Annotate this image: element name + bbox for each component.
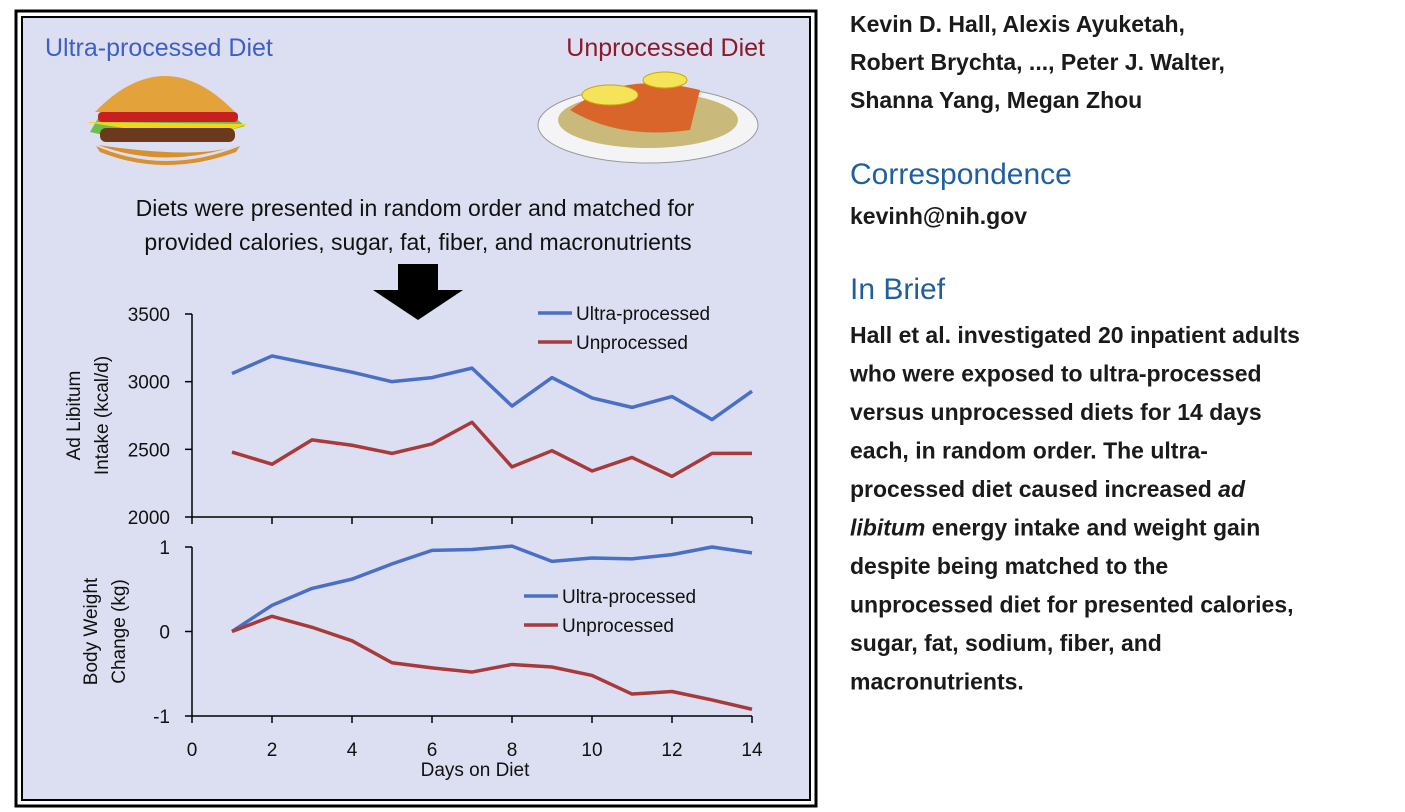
brief-line: despite being matched to the bbox=[850, 553, 1168, 579]
brief-line: processed diet caused increased ad bbox=[850, 476, 1246, 502]
y-axis-label: Change (kg) bbox=[109, 579, 130, 684]
author-line: Kevin D. Hall, Alexis Ayuketah, bbox=[850, 11, 1185, 37]
brief-text: macronutrients. bbox=[850, 669, 1024, 695]
y-tick-label: 0 bbox=[159, 623, 170, 644]
brief-text: who were exposed to ultra-processed bbox=[849, 361, 1262, 387]
brief-text: Hall et al. investigated 20 inpatient ad… bbox=[850, 322, 1300, 348]
author-line: Shanna Yang, Megan Zhou bbox=[850, 87, 1142, 113]
brief-text: despite being matched to the bbox=[850, 553, 1168, 579]
brief-text: energy intake and weight gain bbox=[925, 515, 1260, 541]
x-tick-label: 14 bbox=[741, 740, 763, 761]
x-axis-label: Days on Diet bbox=[421, 760, 530, 781]
email: kevinh@nih.gov bbox=[850, 203, 1027, 229]
brief-text: unprocessed diet for presented calories, bbox=[850, 592, 1294, 618]
series-line bbox=[231, 544, 753, 633]
x-tick-label: 4 bbox=[347, 740, 358, 761]
brief-text: libitum bbox=[850, 515, 925, 541]
brief-line: each, in random order. The ultra- bbox=[850, 438, 1208, 464]
brief-text: versus unprocessed diets for 14 days bbox=[850, 399, 1262, 425]
series-line bbox=[231, 354, 754, 422]
brief-line: macronutrients. bbox=[850, 669, 1024, 695]
burger-icon bbox=[85, 76, 248, 165]
y-tick-label: -1 bbox=[153, 707, 170, 728]
salmon-icon bbox=[537, 71, 759, 164]
brief-line: libitum energy intake and weight gain bbox=[850, 515, 1260, 541]
legend-label: Ultra-processed bbox=[562, 587, 696, 608]
caption-line: provided calories, sugar, fat, fiber, an… bbox=[144, 229, 691, 255]
left-label: Ultra-processed Diet bbox=[45, 34, 273, 62]
brief-line: Hall et al. investigated 20 inpatient ad… bbox=[850, 322, 1300, 348]
x-tick-label: 0 bbox=[187, 740, 198, 761]
y-tick-label: 2000 bbox=[128, 508, 170, 529]
y-axis-label: Body Weight bbox=[81, 577, 102, 685]
brief-text: processed diet caused increased bbox=[850, 476, 1218, 502]
y-tick-label: 1 bbox=[159, 538, 170, 559]
x-tick-label: 6 bbox=[427, 740, 438, 761]
brief-text: ad bbox=[1218, 476, 1246, 502]
legend-label: Unprocessed bbox=[562, 616, 674, 637]
author-line: Robert Brychta, ..., Peter J. Walter, bbox=[850, 49, 1225, 75]
y-tick-label: 3000 bbox=[128, 373, 170, 394]
series-line bbox=[231, 614, 753, 711]
brief-text: each, in random order. The ultra- bbox=[850, 438, 1208, 464]
y-tick-label: 3500 bbox=[128, 305, 170, 326]
brief-line: versus unprocessed diets for 14 days bbox=[850, 399, 1262, 425]
legend-label: Unprocessed bbox=[576, 333, 688, 354]
y-axis-label: Intake (kcal/d) bbox=[92, 356, 113, 475]
x-tick-label: 8 bbox=[507, 740, 518, 761]
y-axis-label: Ad Libitum bbox=[64, 371, 85, 461]
x-tick-label: 12 bbox=[661, 740, 682, 761]
brief-text: sugar, fat, sodium, fiber, and bbox=[850, 630, 1162, 656]
brief-line: who were exposed to ultra-processed bbox=[849, 361, 1262, 387]
legend-label: Ultra-processed bbox=[576, 304, 710, 325]
arrow bbox=[373, 264, 463, 320]
y-tick-label: 2500 bbox=[128, 440, 170, 461]
brief-line: sugar, fat, sodium, fiber, and bbox=[850, 630, 1162, 656]
section-heading: Correspondence bbox=[850, 158, 1072, 191]
caption-line: Diets were presented in random order and… bbox=[136, 195, 695, 221]
series-line bbox=[231, 420, 752, 479]
x-tick-label: 10 bbox=[581, 740, 602, 761]
x-tick-label: 2 bbox=[267, 740, 278, 761]
right-label: Unprocessed Diet bbox=[566, 34, 765, 62]
brief-line: unprocessed diet for presented calories, bbox=[850, 592, 1294, 618]
section-heading: In Brief bbox=[850, 273, 946, 306]
